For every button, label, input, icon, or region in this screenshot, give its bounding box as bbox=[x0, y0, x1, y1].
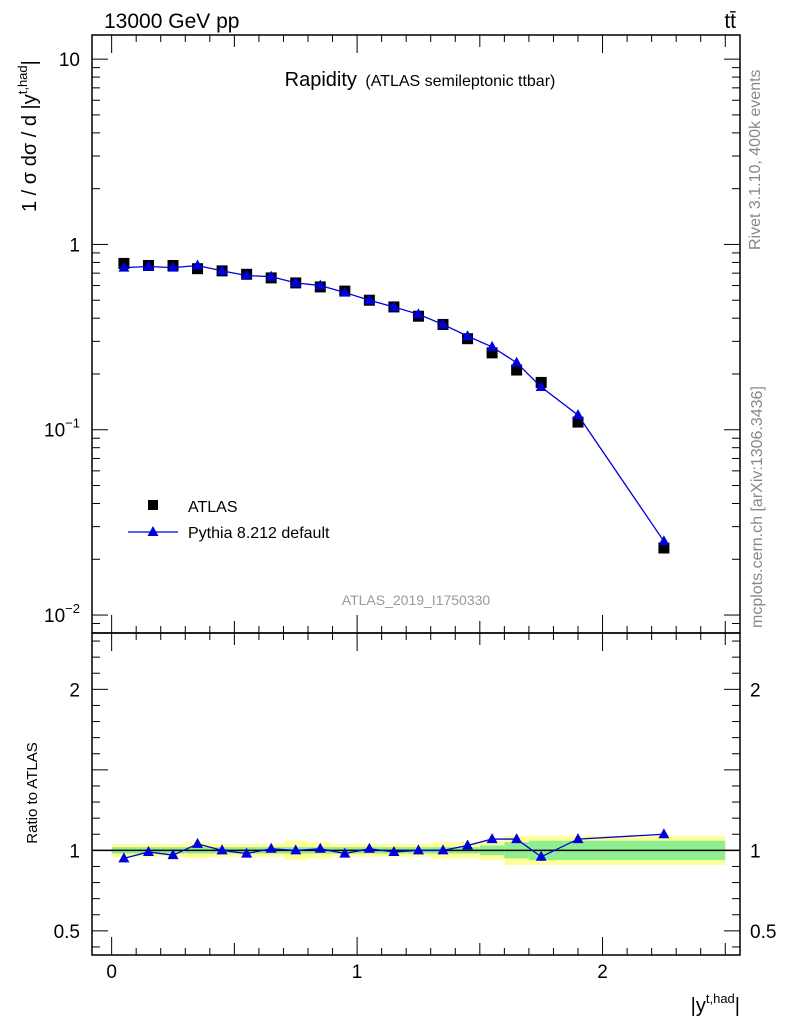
pythia-data-point bbox=[142, 260, 154, 271]
ratio-data-point bbox=[241, 847, 253, 858]
process-label: tt̄ bbox=[724, 10, 736, 33]
ratio-data-point bbox=[535, 850, 547, 861]
pythia-data-point bbox=[363, 294, 375, 305]
legend-label-atlas: ATLAS bbox=[188, 499, 238, 516]
ratio-plot-frame bbox=[91, 632, 741, 956]
main-y-axis-label: 1 / σ dσ / d |yt,had| bbox=[15, 60, 41, 212]
pythia-data-point bbox=[241, 269, 253, 280]
collision-label: 13000 GeV pp bbox=[104, 10, 239, 33]
pythia-data-point bbox=[437, 318, 449, 329]
main-y-axis-label-end: | bbox=[19, 60, 41, 65]
x-axis-label: |yt,had| bbox=[691, 991, 740, 1017]
analysis-watermark: ATLAS_2019_I1750330 bbox=[342, 592, 491, 608]
ratio-y-tick-label-right: 2 bbox=[750, 680, 761, 701]
pythia-data-point bbox=[572, 409, 584, 420]
ratio-axis-ticks: 0 1 2 2 2 1 1 0.5 0.5 bbox=[54, 633, 776, 983]
ratio-data-point bbox=[290, 844, 302, 855]
pythia-data-point bbox=[314, 279, 326, 290]
pythia-data-point bbox=[265, 270, 277, 281]
ratio-data-point bbox=[265, 842, 277, 853]
pythia-data-point bbox=[658, 535, 670, 546]
ratio-data-point bbox=[437, 844, 449, 855]
ratio-data-point bbox=[363, 842, 375, 853]
legend-marker-pythia bbox=[147, 526, 159, 536]
pythia-data-point bbox=[412, 308, 424, 319]
main-axis-ticks: 10 1 10−1 10−2 bbox=[44, 35, 740, 634]
ratio-data-point bbox=[511, 833, 523, 844]
pythia-data-point bbox=[167, 261, 179, 272]
pythia-series-line bbox=[123, 264, 665, 542]
ratio-data-point bbox=[412, 844, 424, 855]
main-y-tick-label-exponent: −1 bbox=[65, 416, 80, 431]
chart-title: Rapidity bbox=[285, 69, 357, 91]
x-axis-label-sup: t,had bbox=[706, 991, 735, 1006]
ratio-series-line bbox=[123, 833, 664, 860]
x-tick-label: 2 bbox=[597, 962, 608, 983]
x-tick-label: 0 bbox=[106, 962, 117, 983]
atlas-data-point bbox=[572, 416, 584, 428]
ratio-y-tick-label-right: 1 bbox=[750, 841, 761, 862]
ratio-y-axis-label: Ratio to ATLAS bbox=[24, 742, 41, 843]
chart-subtitle: (ATLAS semileptonic ttbar) bbox=[365, 73, 555, 90]
ratio-data-point bbox=[314, 842, 326, 853]
pythia-data-point bbox=[462, 330, 474, 341]
chart-title-group: Rapidity (ATLAS semileptonic ttbar) bbox=[285, 69, 556, 91]
main-plot-frame bbox=[91, 34, 741, 634]
pythia-data-point bbox=[388, 300, 400, 311]
atlas-data-point bbox=[511, 364, 523, 376]
atlas-data-point bbox=[658, 542, 670, 554]
pythia-data-point bbox=[535, 381, 547, 392]
ratio-y-tick-label-right: 0.5 bbox=[750, 922, 776, 943]
ratio-data-point bbox=[118, 852, 130, 863]
legend-marker-atlas bbox=[148, 500, 158, 510]
pythia-data-point bbox=[216, 264, 228, 275]
ratio-data-point bbox=[658, 828, 670, 839]
ratio-data-point bbox=[339, 847, 351, 858]
rivet-version-label: Rivet 3.1.10, 400k events bbox=[747, 69, 764, 250]
ratio-data-point bbox=[216, 844, 228, 855]
ratio-y-tick-label: 2 bbox=[69, 680, 80, 701]
main-data-marks bbox=[118, 257, 670, 554]
main-y-axis-label-sup: t,had bbox=[15, 65, 30, 94]
ratio-data-point bbox=[462, 839, 474, 850]
main-y-axis-label-text: 1 / σ dσ / d |y bbox=[19, 94, 41, 212]
x-axis-label-text: |y bbox=[691, 995, 706, 1017]
ratio-data-point bbox=[572, 833, 584, 844]
pythia-data-point bbox=[118, 261, 130, 272]
pythia-data-point bbox=[192, 259, 204, 270]
ratio-data-marks bbox=[118, 828, 670, 863]
mcplots-label: mcplots.cern.ch [arXiv:1306.3436] bbox=[749, 386, 766, 628]
main-y-tick-label: 10−1 bbox=[44, 416, 80, 442]
pythia-data-point bbox=[339, 286, 351, 297]
ratio-data-point bbox=[167, 849, 179, 860]
main-y-tick-label-exponent: −2 bbox=[65, 601, 80, 616]
pythia-data-point bbox=[486, 340, 498, 351]
ratio-y-tick-label: 0.5 bbox=[54, 922, 80, 943]
pythia-data-point bbox=[511, 356, 523, 367]
main-y-tick-label: 10 bbox=[59, 50, 80, 71]
ratio-data-point bbox=[486, 833, 498, 844]
main-y-tick-label: 1 bbox=[69, 235, 80, 256]
pythia-data-point bbox=[290, 276, 302, 287]
x-tick-label: 1 bbox=[352, 962, 363, 983]
atlas-data-point bbox=[486, 347, 498, 359]
main-y-tick-label: 10−2 bbox=[44, 601, 80, 627]
legend-label-pythia: Pythia 8.212 default bbox=[188, 525, 330, 542]
x-axis-label-end: | bbox=[735, 995, 740, 1017]
ratio-data-point bbox=[142, 845, 154, 856]
ratio-data-point bbox=[192, 837, 204, 848]
ratio-data-point bbox=[388, 845, 400, 856]
ratio-y-tick-label: 1 bbox=[69, 841, 80, 862]
